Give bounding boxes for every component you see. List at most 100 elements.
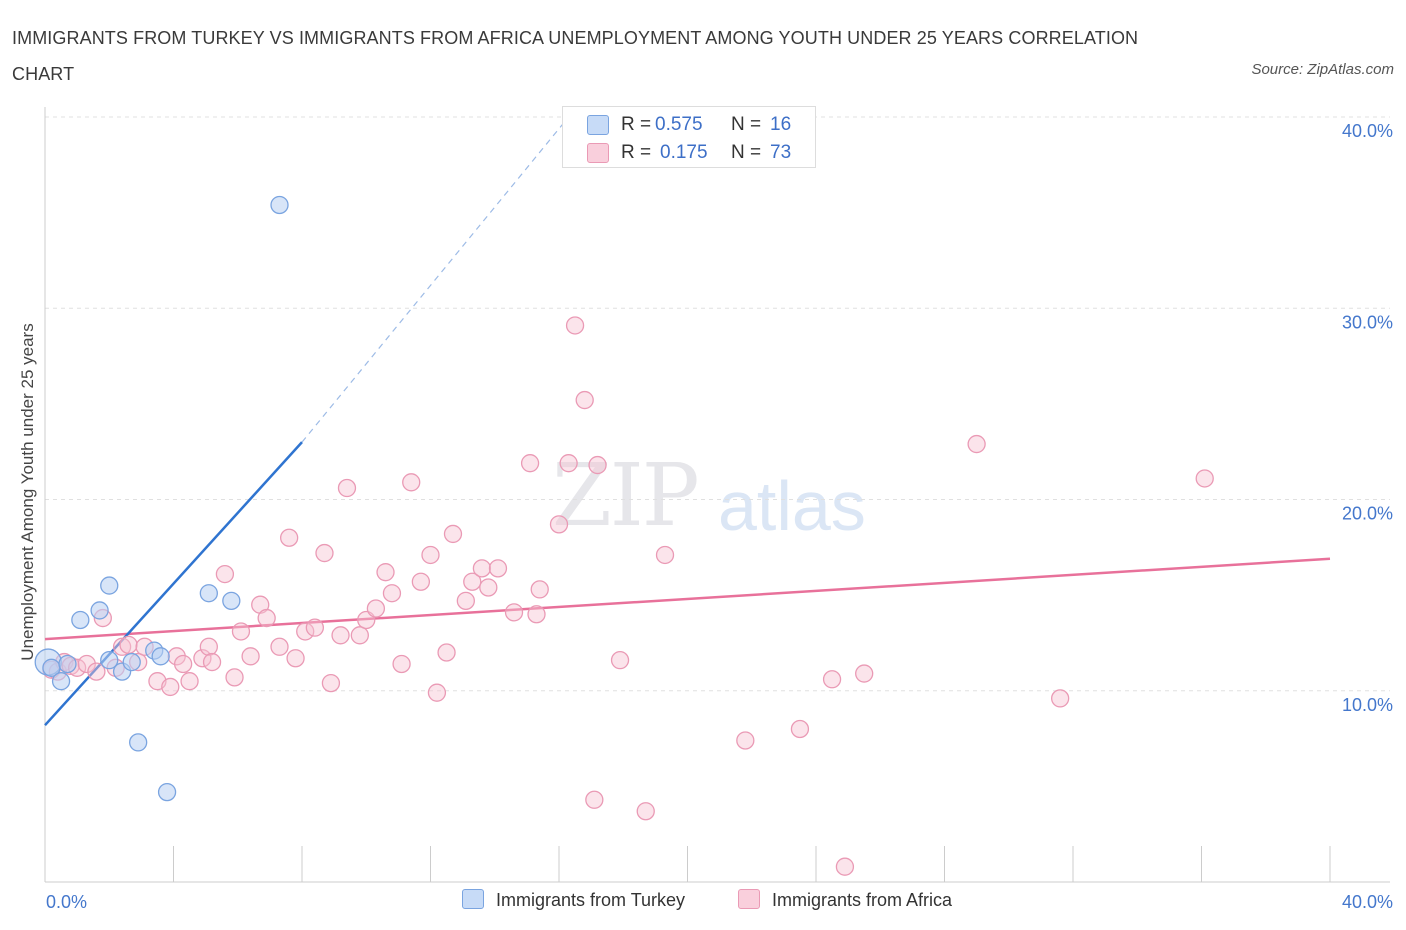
africa-legend-swatch — [738, 889, 760, 909]
legend-r-value: 0.175 — [660, 142, 708, 163]
turkey-point — [51, 672, 71, 691]
source-label: Source: ZipAtlas.com — [1251, 61, 1394, 78]
africa-point — [520, 454, 540, 473]
africa-point — [427, 683, 447, 702]
y-tick-label: 40.0% — [1342, 121, 1393, 141]
x-tick-label: 0.0% — [46, 892, 87, 912]
africa-swatch — [587, 143, 609, 163]
africa-point — [77, 654, 96, 674]
africa-point — [305, 618, 325, 637]
turkey-trend-line — [44, 441, 303, 727]
africa-point — [382, 584, 402, 603]
legend-row-africa: R = 0.175 N = 73 — [563, 139, 815, 167]
legend-n-label: N = — [731, 114, 762, 135]
legend-r-value: 0.575 — [655, 114, 703, 135]
africa-point — [202, 652, 222, 672]
tick-labels: 10.0% 20.0% 30.0% 40.0% 0.0% 40.0% — [46, 121, 1393, 912]
watermark-atlas: atlas — [718, 467, 866, 545]
africa-point — [559, 454, 578, 473]
turkey-point — [199, 584, 218, 603]
africa-point — [366, 599, 386, 618]
turkey-point — [90, 601, 109, 620]
africa-point — [161, 677, 180, 697]
africa-point — [337, 478, 357, 498]
turkey-point — [157, 782, 177, 802]
africa-point — [376, 563, 395, 582]
africa-point — [215, 564, 235, 584]
turkey-points — [34, 195, 289, 802]
turkey-swatch — [587, 115, 609, 135]
africa-point — [790, 719, 810, 739]
africa-point — [231, 622, 251, 641]
africa-point — [855, 664, 874, 683]
africa-points — [42, 316, 1214, 876]
africa-point — [488, 559, 508, 578]
grid-lines — [45, 116, 1390, 692]
y-tick-label: 10.0% — [1342, 695, 1393, 715]
turkey-point — [222, 591, 241, 611]
axes — [44, 107, 1390, 883]
chart-title: IMMIGRANTS FROM TURKEY VS IMMIGRANTS FRO… — [12, 28, 1139, 84]
turkey-point — [122, 652, 141, 672]
africa-point — [443, 524, 463, 544]
africa-point — [835, 857, 855, 876]
africa-point — [636, 802, 655, 821]
y-tick-label: 20.0% — [1342, 504, 1393, 524]
africa-point — [112, 637, 132, 656]
africa-point — [527, 605, 546, 624]
legend-n-value: 16 — [770, 114, 792, 135]
africa-point — [392, 654, 411, 674]
africa-point — [180, 672, 199, 691]
africa-point — [193, 649, 212, 668]
legend-r-label: R = — [621, 142, 652, 163]
africa-point — [321, 673, 341, 693]
trend-lines — [44, 116, 1331, 727]
africa-point — [350, 626, 369, 645]
bottom-legend-africa: Immigrants from Africa — [738, 889, 952, 911]
turkey-legend-swatch — [462, 889, 484, 909]
legend-n-value: 73 — [770, 142, 792, 163]
africa-point — [463, 572, 482, 591]
africa-point — [315, 543, 334, 563]
turkey-point — [100, 651, 119, 670]
turkey-trend-extension — [301, 116, 570, 443]
africa-point — [575, 390, 594, 410]
africa-point — [270, 637, 289, 656]
africa-point — [967, 434, 986, 454]
y-tick-label: 30.0% — [1342, 312, 1393, 332]
africa-point — [411, 572, 431, 591]
africa-point — [279, 528, 299, 547]
turkey-point — [151, 647, 170, 666]
africa-point — [822, 670, 842, 689]
bottom-legend-turkey: Immigrants from Turkey — [462, 889, 685, 911]
africa-trend-line — [44, 557, 1331, 641]
africa-point — [1195, 469, 1214, 488]
africa-point — [585, 790, 604, 809]
africa-point — [173, 654, 193, 674]
africa-point — [549, 515, 569, 534]
africa-point — [421, 545, 440, 565]
x-tick-label: 40.0% — [1342, 892, 1393, 912]
africa-point — [331, 626, 350, 645]
africa-point — [736, 731, 755, 750]
legend-row-turkey: R = 0.575 N = 16 — [563, 111, 815, 139]
correlation-legend: R = 0.575 N = 16 R = 0.175 N = 73 — [562, 106, 816, 168]
legend-r-label: R = — [621, 114, 652, 135]
turkey-point — [71, 610, 90, 630]
africa-point — [479, 578, 498, 597]
africa-point — [199, 637, 218, 656]
turkey-point — [129, 733, 148, 752]
turkey-point — [58, 654, 77, 674]
africa-point — [87, 662, 106, 681]
turkey-point — [100, 576, 119, 595]
africa-point — [286, 649, 305, 668]
africa-point — [257, 608, 276, 628]
turkey-legend-label: Immigrants from Turkey — [496, 890, 686, 910]
africa-point — [241, 647, 260, 666]
africa-point — [456, 591, 475, 611]
turkey-point — [270, 195, 289, 215]
africa-point — [588, 455, 607, 475]
africa-point — [437, 643, 456, 662]
africa-point — [530, 580, 549, 599]
